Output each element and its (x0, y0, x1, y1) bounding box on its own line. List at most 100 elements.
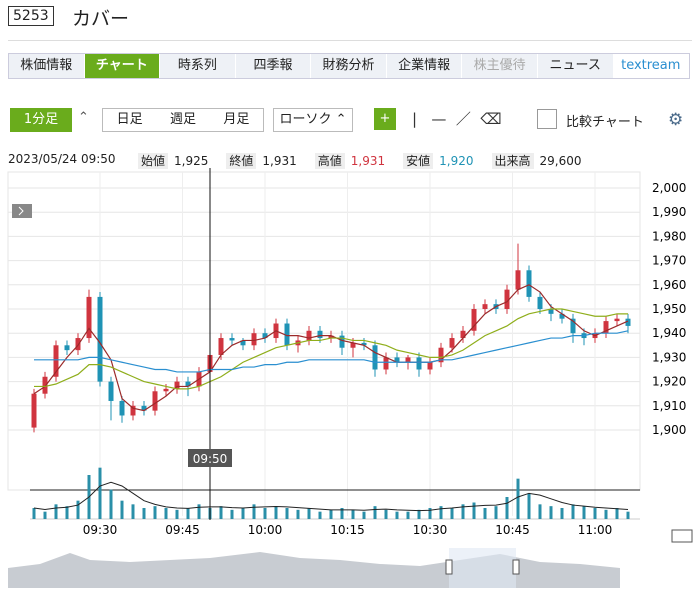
x-tick-label: 10:45 (495, 523, 530, 537)
candle-body (350, 342, 356, 348)
info-datetime: 2023/05/24 09:50 (8, 152, 116, 166)
tab[interactable]: 時系列 (160, 54, 236, 78)
volume-bar (483, 508, 487, 519)
draw-tools[interactable]: | — ／ ⌫ (412, 110, 502, 128)
candle-body (438, 347, 444, 363)
moving-average (34, 330, 629, 373)
info-field: 始値 1,925 (138, 152, 208, 169)
tab[interactable]: チャート (84, 54, 161, 78)
stock-code: 5253 (8, 6, 54, 26)
y-tick-label: 1,960 (652, 278, 686, 292)
period-button[interactable]: 週足 (169, 112, 196, 127)
candle-body (306, 330, 312, 341)
candle-body (548, 309, 554, 314)
candle-body (361, 342, 367, 346)
y-tick-label: 1,950 (652, 302, 686, 316)
candle-body (42, 376, 48, 394)
volume-bar (362, 511, 366, 519)
candle-body (482, 304, 488, 309)
volume-bar (505, 497, 509, 519)
candle-body (460, 330, 466, 339)
tab[interactable]: 企業情報 (387, 54, 463, 78)
volume-bar (307, 508, 311, 519)
candle-body (416, 357, 422, 370)
volume-bar (65, 506, 69, 519)
candle-body (75, 338, 81, 351)
volume-bar (186, 508, 190, 519)
volume-bar (329, 509, 333, 519)
y-tick-label: 1,910 (652, 399, 686, 413)
y-tick-label: 1,940 (652, 326, 686, 340)
settings-icon[interactable]: ⚙ (668, 110, 684, 130)
y-tick-label: 1,980 (652, 229, 686, 243)
candle-body (471, 309, 477, 331)
candle-body (449, 338, 455, 348)
volume-bar (285, 508, 289, 519)
divider (8, 40, 692, 41)
period-group: 日足 週足 月足 (102, 108, 264, 132)
tab[interactable]: 株価情報 (9, 54, 85, 78)
compare-label: 比較チャート (566, 115, 644, 130)
volume-average (33, 481, 629, 512)
tab[interactable]: ニュース (538, 54, 614, 78)
candle-body (625, 318, 631, 326)
volume-bar (516, 478, 520, 519)
volume-bar (340, 508, 344, 519)
period-button[interactable]: 月足 (223, 112, 250, 127)
candle-body (504, 289, 510, 309)
info-field: 高値 1,931 (314, 152, 385, 169)
moving-average (34, 308, 628, 390)
chart: 1,900 1,910 1,920 1,930 1,940 1,950 1,960 1,970… (7, 168, 693, 590)
candle-body (328, 335, 334, 339)
candle-body (141, 405, 147, 411)
style-select[interactable]: ローソク ⌃ (273, 108, 353, 132)
volume-bar (175, 509, 179, 519)
candle-body (163, 388, 169, 392)
volume-bar (560, 508, 564, 519)
x-tick-label: 11:00 (578, 523, 613, 537)
volume-bar (538, 504, 542, 519)
tab[interactable]: 四季報 (236, 54, 312, 78)
candle-body (262, 333, 268, 339)
volume-bar (43, 511, 47, 519)
y-tick-label: 2,000 (652, 181, 686, 195)
crosshair-tool[interactable]: + (374, 108, 396, 130)
volume-bar (252, 504, 256, 519)
volume-bar (274, 506, 278, 519)
volume-bar (164, 508, 168, 519)
volume-bar (230, 509, 234, 519)
tab[interactable]: textream (613, 54, 690, 78)
volume-bar (494, 506, 498, 519)
navigator-handle (512, 559, 520, 575)
candle-body (97, 296, 103, 382)
info-label: 始値 (138, 153, 169, 169)
candle-body (372, 345, 378, 370)
spinner[interactable]: ⌃ (78, 110, 89, 125)
navigator-window (449, 548, 516, 588)
y-tick-label: 1,930 (652, 350, 686, 364)
candle-body (218, 338, 224, 355)
candle-body (526, 270, 532, 297)
tab[interactable]: 株主優待 (462, 54, 538, 78)
tab[interactable]: 財務分析 (311, 54, 387, 78)
candle-body (394, 357, 400, 363)
volume-bar (615, 508, 619, 519)
x-tick-label: 10:00 (248, 523, 283, 537)
x-tick-label: 09:45 (165, 523, 200, 537)
navigator-handle (445, 559, 453, 575)
interval-button[interactable]: 1分足 (10, 108, 72, 132)
candle-body (339, 335, 345, 348)
x-tick-label: 10:30 (413, 523, 448, 537)
info-value: 1,920 (439, 154, 474, 168)
info-value: 29,600 (539, 154, 582, 168)
volume-bar (417, 509, 421, 519)
period-button[interactable]: 日足 (116, 112, 143, 127)
compare-checkbox[interactable] (537, 109, 557, 129)
volume-bar (219, 506, 223, 519)
crosshair-box (188, 449, 232, 467)
volume-bar (109, 489, 113, 519)
candle-body (570, 318, 576, 334)
volume-bar (395, 511, 399, 519)
candle-body (427, 362, 433, 370)
